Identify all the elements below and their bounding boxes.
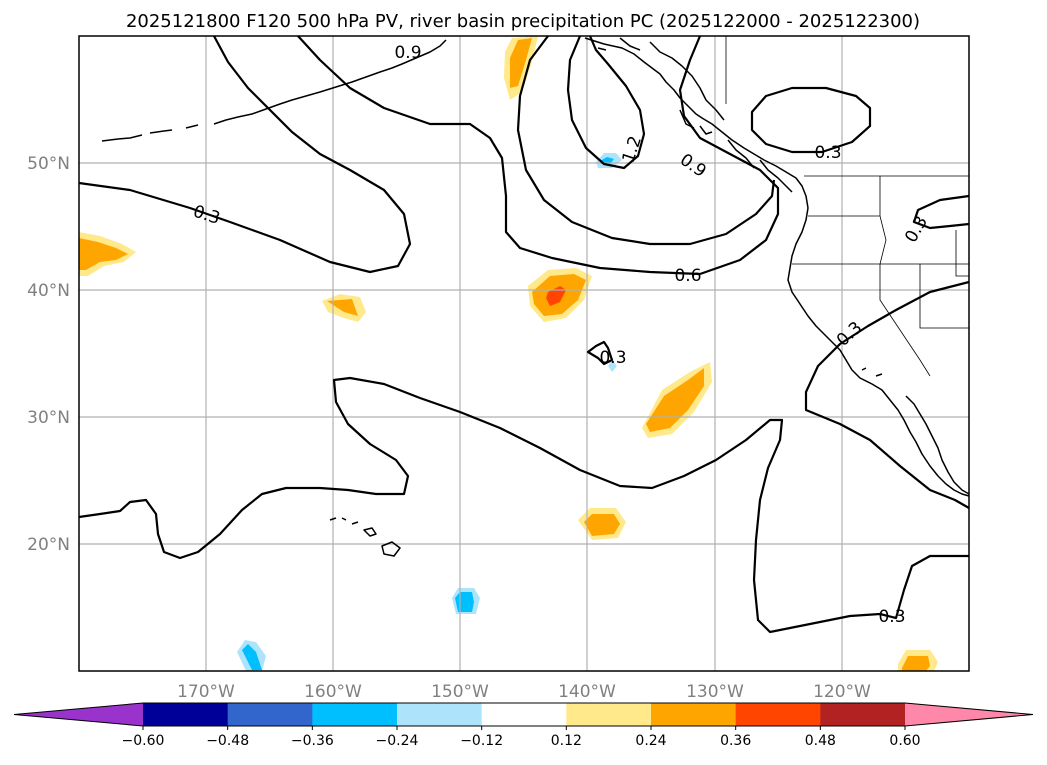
lon-label-150w: 150°W <box>431 682 489 702</box>
colorbar-bin <box>481 703 567 726</box>
alaska-coast <box>584 37 809 209</box>
us-west-coast <box>787 207 970 497</box>
channel-islands <box>861 367 883 377</box>
map-frame <box>78 35 970 672</box>
colorbar-bin <box>143 703 229 726</box>
colorbar-extend-high <box>905 703 1033 726</box>
colorbar-bin <box>566 703 652 726</box>
alaska-panhandle <box>597 37 725 121</box>
colorbar-bin <box>820 703 906 726</box>
state-borders <box>792 176 969 377</box>
precip-shading <box>79 36 938 671</box>
neg-blob-138w <box>608 360 617 372</box>
colorbar-tick-label: 0.60 <box>889 733 920 749</box>
precip-blob-159w-core <box>327 299 358 316</box>
pv-contour-0.3-ne <box>750 86 872 154</box>
map-title: 2025121800 F120 500 hPa PV, river basin … <box>126 11 920 32</box>
colorbar: −0.60 −0.48 −0.36 −0.24 −0.12 0.12 0.24 0.36 0.4… <box>13 702 1034 749</box>
precip-blob-133w-core <box>646 368 704 432</box>
map-panel: 0.9 1.2 0.9 0.3 0.3 0.6 0.3 0.3 0.3 0.3 <box>78 35 970 672</box>
colorbar-bin <box>312 703 398 726</box>
pv-contour-0.3-small <box>586 340 614 366</box>
pv-contour-0.3-central <box>78 376 969 634</box>
contour-label: 0.9 <box>394 43 421 63</box>
lon-label-160w: 160°W <box>304 682 362 702</box>
colorbar-tick-label: 0.24 <box>635 733 666 749</box>
neg-blob-166w-core <box>242 644 262 670</box>
colorbar-tick-label: −0.36 <box>291 733 334 749</box>
hawaii-islands <box>329 517 401 557</box>
neg-blob-150w-core <box>455 592 474 612</box>
baja-california <box>905 395 970 495</box>
pv-contour-0.3-west <box>78 35 412 274</box>
pv-contour-0.3-coast <box>804 280 970 509</box>
colorbar-tick-label: −0.12 <box>460 733 503 749</box>
latitude-labels: 50°N 40°N 30°N 20°N <box>27 154 70 555</box>
colorbar-tick-label: −0.24 <box>376 733 419 749</box>
aleutian-islands <box>101 39 447 142</box>
contour-label: 0.6 <box>674 266 701 286</box>
colorbar-tick-label: −0.48 <box>206 733 249 749</box>
colorbar-bin <box>651 703 737 726</box>
contour-label: 0.3 <box>878 607 905 627</box>
political-borders <box>725 36 969 377</box>
colorbar-extend-low <box>14 703 143 726</box>
colorbar-bin <box>735 703 821 726</box>
lon-label-120w: 120°W <box>813 682 871 702</box>
contour-label: 0.3 <box>814 143 841 163</box>
coastlines <box>101 37 970 557</box>
precip-blob-west-core <box>79 238 128 270</box>
lat-label-30n: 30°N <box>27 408 70 428</box>
precip-blob-sub-core <box>584 514 620 536</box>
precip-blob-south-core <box>902 656 930 671</box>
contour-label: 0.3 <box>599 348 626 368</box>
pv-contour-1.2 <box>566 35 646 170</box>
colorbar-tick-label: 0.12 <box>551 733 582 749</box>
longitude-labels: 170°W 160°W 150°W 140°W 130°W 120°W <box>177 682 871 702</box>
lon-label-130w: 130°W <box>686 682 744 702</box>
colorbar-tick-label: 0.48 <box>805 733 836 749</box>
lon-label-140w: 140°W <box>558 682 616 702</box>
lat-label-20n: 20°N <box>27 535 70 555</box>
pv-contour-1.2b <box>516 35 776 246</box>
precip-blob-142w-max <box>546 286 566 306</box>
map-background <box>79 36 969 671</box>
colorbar-tick-label: 0.36 <box>720 733 751 749</box>
lon-label-170w: 170°W <box>177 682 235 702</box>
lat-label-50n: 50°N <box>27 154 70 174</box>
lat-label-40n: 40°N <box>27 281 70 301</box>
colorbar-bin <box>227 703 313 726</box>
colorbar-tick-label: −0.60 <box>122 733 165 749</box>
colorbar-bin <box>397 703 483 726</box>
pv-contours <box>78 35 970 634</box>
pv-contour-0.9 <box>297 35 780 276</box>
bc-islands <box>679 109 793 193</box>
pv-contour-0.3-bc <box>912 194 970 230</box>
precip-blob-gulf-core <box>510 38 532 88</box>
